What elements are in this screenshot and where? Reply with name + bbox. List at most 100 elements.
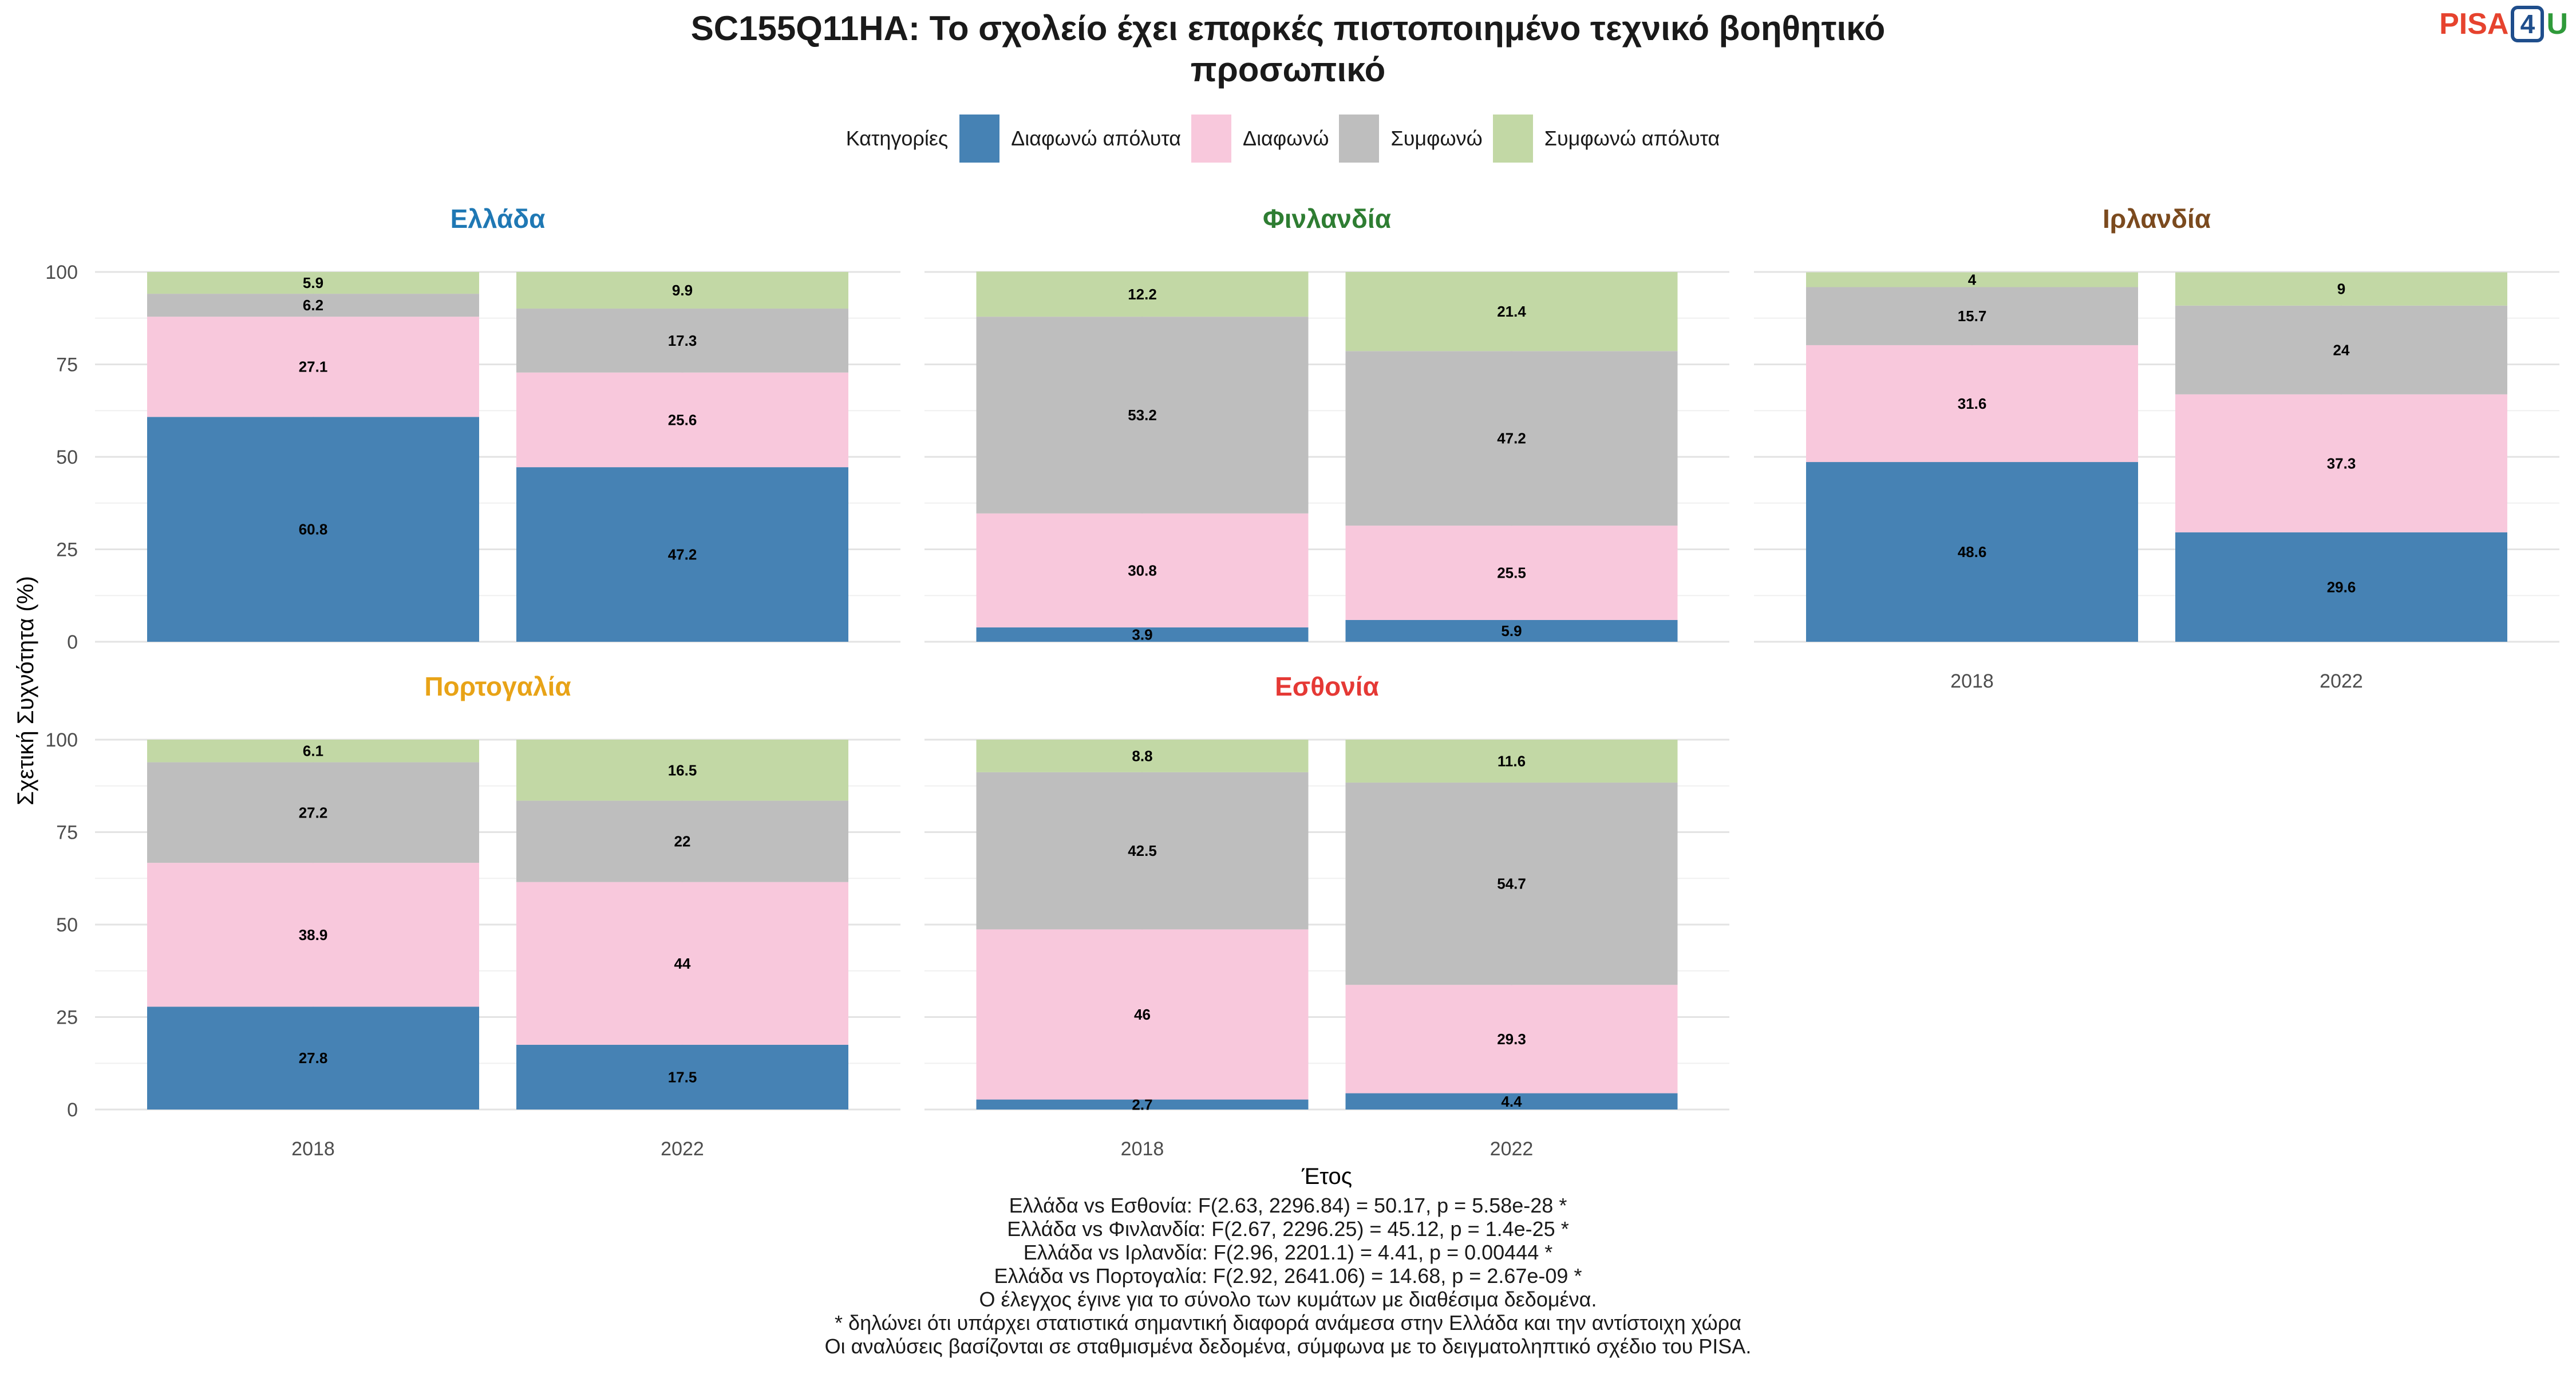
- data-label: 31.6: [1958, 395, 1987, 412]
- note-line: * δηλώνει ότι υπάρχει στατιστικά σημαντι…: [835, 1311, 1741, 1334]
- legend-title: Κατηγορίες: [846, 127, 949, 150]
- data-label: 27.2: [299, 804, 328, 821]
- bar-segment: [976, 772, 1309, 930]
- legend-label-strongly-disagree: Διαφωνώ απόλυτα: [1011, 127, 1182, 150]
- panel-3: 27.8 38.9 27.2 6.1 17.5 44 22 16.5 Πορτογαλία 0 25…: [45, 672, 900, 1160]
- y-tick-label: 25: [56, 1007, 78, 1029]
- x-tick-label: 2022: [1490, 1138, 1534, 1160]
- data-label: 29.3: [1497, 1030, 1526, 1048]
- panel-title: Ελλάδα: [451, 204, 546, 234]
- panel-title: Φινλανδία: [1263, 204, 1391, 234]
- y-tick-label: 100: [45, 729, 78, 751]
- legend-swatch-strongly-disagree: [959, 114, 1000, 163]
- bar-segment: [976, 1099, 1309, 1110]
- data-label: 27.1: [299, 358, 328, 376]
- data-label: 42.5: [1128, 842, 1157, 859]
- bar-segment: [2175, 272, 2507, 306]
- panel-title: Πορτογαλία: [424, 672, 571, 701]
- panel-title: Εσθονία: [1275, 672, 1379, 701]
- y-tick-label: 100: [45, 262, 78, 283]
- legend-label-disagree: Διαφωνώ: [1243, 127, 1329, 150]
- bar-segment: [147, 417, 479, 642]
- data-label: 47.2: [1497, 430, 1526, 447]
- legend-item-strongly-agree: Συμφωνώ απόλυτα: [1492, 114, 1720, 163]
- y-tick-label: 25: [56, 539, 78, 561]
- data-label: 12.2: [1128, 286, 1157, 303]
- bar-segment: [976, 317, 1309, 514]
- data-label: 29.6: [2327, 578, 2356, 595]
- data-label: 48.6: [1958, 543, 1987, 560]
- data-label: 21.4: [1497, 303, 1526, 320]
- legend-item-agree: Συμφωνώ: [1339, 114, 1483, 163]
- bar-segment: [2175, 394, 2507, 532]
- bar-segment: [1345, 526, 1678, 620]
- bar-segment: [516, 272, 848, 309]
- bar-segment: [147, 294, 479, 317]
- data-label: 27.8: [299, 1049, 328, 1067]
- data-label: 17.3: [668, 332, 697, 349]
- y-tick-label: 75: [56, 822, 78, 844]
- bar-segment: [1345, 740, 1678, 783]
- bar-segment: [1345, 351, 1678, 526]
- x-tick-label: 2022: [2320, 670, 2363, 692]
- logo-u-text: U: [2546, 7, 2568, 41]
- bar-segment: [976, 929, 1309, 1100]
- bar-segment: [1345, 985, 1678, 1093]
- bar-segment: [516, 800, 848, 882]
- data-label: 60.8: [299, 521, 328, 538]
- x-tick-label: 2018: [1121, 1138, 1164, 1160]
- bar-segment: [976, 627, 1309, 642]
- bar-segment: [516, 308, 848, 373]
- bar-segment: [1345, 272, 1678, 352]
- bar-segment: [976, 271, 1309, 317]
- legend-swatch-agree: [1339, 114, 1380, 163]
- legend-swatch-disagree: [1191, 114, 1232, 163]
- x-tick-label: 2018: [1950, 670, 1994, 692]
- chart-title: SC155Q11HA: Το σχολείο έχει επαρκές πιστ…: [286, 8, 2290, 90]
- note-line: Ελλάδα vs Ιρλανδία: F(2.96, 2201.1) = 4.…: [1023, 1241, 1553, 1264]
- bar-segment: [147, 762, 479, 863]
- bar-segment: [147, 317, 479, 417]
- data-label: 16.5: [668, 761, 697, 779]
- chart-title-line-1: SC155Q11HA: Το σχολείο έχει επαρκές πιστ…: [690, 9, 1886, 48]
- data-label: 9.9: [672, 282, 693, 299]
- note-line: Οι αναλύσεις βασίζονται σε σταθμισμένα δ…: [824, 1334, 1752, 1358]
- data-label: 8.8: [1132, 747, 1152, 764]
- bar-segment: [1806, 462, 2138, 642]
- data-label: 17.5: [668, 1068, 697, 1085]
- logo-pisa-text: PISA: [2439, 7, 2509, 41]
- bar-segment: [516, 1044, 848, 1110]
- data-label: 53.2: [1128, 406, 1157, 424]
- data-label: 37.3: [2327, 455, 2356, 472]
- data-label: 11.6: [1498, 752, 1526, 769]
- bar-segment: [2175, 305, 2507, 394]
- y-tick-label: 0: [67, 631, 78, 653]
- data-label: 54.7: [1497, 875, 1526, 893]
- bar-segment: [1806, 287, 2138, 345]
- statistical-notes: Ελλάδα vs Εσθονία: F(2.63, 2296.84) = 50…: [0, 1194, 2576, 1358]
- data-label: 3.9: [1132, 626, 1152, 643]
- data-label: 47.2: [668, 546, 697, 563]
- legend-label-agree: Συμφωνώ: [1390, 127, 1483, 150]
- panel-2: 48.6 31.6 15.7 4 29.6 37.3 24 9 Ιρλανδία 2018 2022: [1754, 204, 2559, 692]
- note-line: Ο έλεγχος έγινε για το σύνολο των κυμάτω…: [979, 1288, 1597, 1311]
- legend-item-strongly-disagree: Διαφωνώ απόλυτα: [959, 114, 1181, 163]
- bar-segment: [1806, 272, 2138, 287]
- data-label: 6.1: [303, 743, 323, 760]
- legend: Κατηγορίες Διαφωνώ απόλυτα Διαφωνώ Συμφω…: [0, 114, 2576, 163]
- bar-segment: [976, 513, 1309, 627]
- data-label: 46: [1134, 1006, 1151, 1023]
- legend-label-strongly-agree: Συμφωνώ απόλυτα: [1544, 127, 1720, 150]
- data-label: 30.8: [1128, 562, 1157, 579]
- data-label: 9: [2337, 281, 2345, 298]
- y-tick-label: 50: [56, 447, 78, 468]
- bar-segment: [976, 740, 1309, 772]
- y-axis-title: Σχετική Συχνότητα (%): [13, 576, 38, 806]
- bar-segment: [147, 1006, 479, 1110]
- bar-segment: [1345, 619, 1678, 642]
- bar-segment: [2175, 532, 2507, 642]
- data-label: 24: [2333, 341, 2350, 358]
- data-label: 15.7: [1958, 307, 1987, 325]
